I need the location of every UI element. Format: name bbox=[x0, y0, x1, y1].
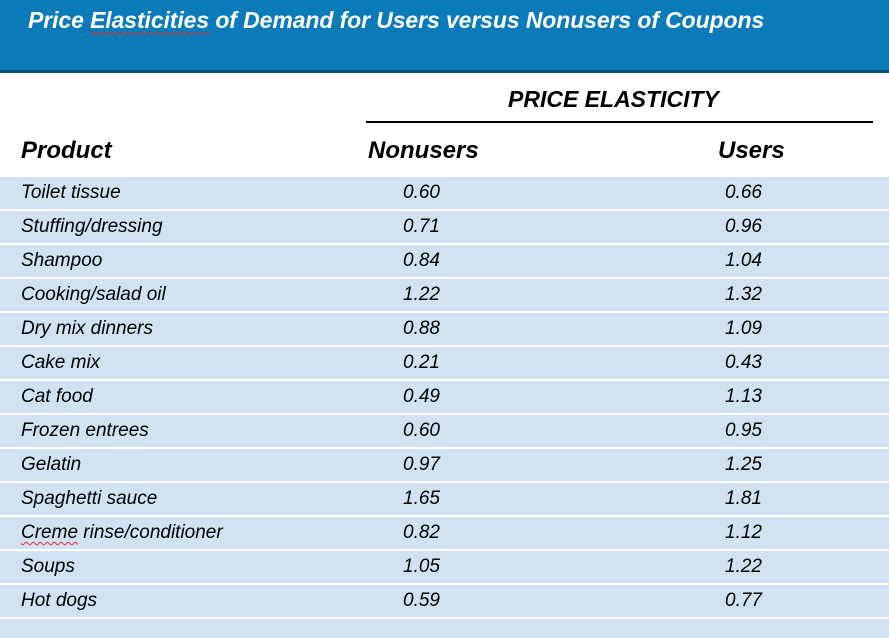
product-cell: Gelatin bbox=[21, 454, 82, 475]
users-cell: 1.25 bbox=[725, 454, 762, 475]
table-row: Gelatin 0.97 1.25 bbox=[0, 449, 889, 483]
users-cell: 0.95 bbox=[725, 420, 762, 441]
users-cell: 0.43 bbox=[725, 352, 762, 373]
table-row: Shampoo 0.84 1.04 bbox=[0, 245, 889, 279]
users-cell: 1.04 bbox=[725, 250, 762, 271]
nonusers-cell: 0.49 bbox=[403, 386, 440, 407]
group-header-rule bbox=[366, 121, 873, 123]
nonusers-cell: 0.82 bbox=[403, 522, 440, 543]
product-cell: Cooking/salad oil bbox=[21, 284, 166, 305]
title-bar: Price Elasticities of Demand for Users v… bbox=[0, 0, 889, 73]
column-header-users: Users bbox=[718, 137, 785, 164]
product-cell: Cat food bbox=[21, 386, 93, 407]
product-cell: Soups bbox=[21, 556, 75, 577]
table-row: Spaghetti sauce 1.65 1.81 bbox=[0, 483, 889, 517]
table-row: Toilet tissue 0.60 0.66 bbox=[0, 177, 889, 211]
product-cell: Toilet tissue bbox=[21, 182, 121, 203]
nonusers-cell: 0.60 bbox=[403, 182, 440, 203]
column-header-product: Product bbox=[21, 137, 112, 164]
table-row: Stuffing/dressing 0.71 0.96 bbox=[0, 211, 889, 245]
users-cell: 1.12 bbox=[725, 522, 762, 543]
nonusers-cell: 0.88 bbox=[403, 318, 440, 339]
product-cell: Spaghetti sauce bbox=[21, 488, 158, 509]
product-cell: Cake mix bbox=[21, 352, 101, 373]
table-row: Cat food 0.49 1.13 bbox=[0, 381, 889, 415]
table-row: Soups 1.05 1.22 bbox=[0, 551, 889, 585]
users-cell: 0.66 bbox=[725, 182, 762, 203]
users-cell: 1.32 bbox=[725, 284, 762, 305]
title-part: of Demand for Users versus Nonusers of C… bbox=[209, 7, 765, 33]
nonusers-cell: 1.05 bbox=[403, 556, 440, 577]
product-cell: Hot dogs bbox=[21, 590, 98, 611]
column-header-nonusers: Nonusers bbox=[368, 137, 479, 164]
users-cell: 0.77 bbox=[725, 590, 762, 611]
nonusers-cell: 0.59 bbox=[403, 590, 440, 611]
table-row: Creme rinse/conditioner 0.82 1.12 bbox=[0, 517, 889, 551]
product-cell: Stuffing/dressing bbox=[21, 216, 163, 237]
product-cell: Frozen entrees bbox=[21, 420, 149, 441]
table-row: Hot dogs 0.59 0.77 bbox=[0, 585, 889, 619]
users-cell: 1.13 bbox=[725, 386, 762, 407]
table-row: Cake mix 0.21 0.43 bbox=[0, 347, 889, 381]
title-part-marked: Elasticities bbox=[90, 7, 210, 33]
nonusers-cell: 0.84 bbox=[403, 250, 440, 271]
product-cell: Creme rinse/conditioner bbox=[21, 522, 223, 543]
nonusers-cell: 1.22 bbox=[403, 284, 440, 305]
table-row: Frozen entrees 0.60 0.95 bbox=[0, 415, 889, 449]
table-row: Dry mix dinners 0.88 1.09 bbox=[0, 313, 889, 347]
nonusers-cell: 1.65 bbox=[403, 488, 440, 509]
group-header: PRICE ELASTICITY bbox=[508, 86, 719, 112]
users-cell: 0.96 bbox=[725, 216, 762, 237]
product-cell: Dry mix dinners bbox=[21, 318, 153, 339]
nonusers-cell: 0.21 bbox=[403, 352, 440, 373]
product-cell: Shampoo bbox=[21, 250, 103, 271]
title-part: Price bbox=[28, 7, 91, 33]
nonusers-cell: 0.97 bbox=[403, 454, 440, 475]
nonusers-cell: 0.71 bbox=[403, 216, 440, 237]
users-cell: 1.09 bbox=[725, 318, 762, 339]
table-row: Cooking/salad oil 1.22 1.32 bbox=[0, 279, 889, 313]
users-cell: 1.22 bbox=[725, 556, 762, 577]
nonusers-cell: 0.60 bbox=[403, 420, 440, 441]
users-cell: 1.81 bbox=[725, 488, 762, 509]
slide-title: Price Elasticities of Demand for Users v… bbox=[28, 7, 764, 34]
table-body bbox=[0, 177, 889, 638]
